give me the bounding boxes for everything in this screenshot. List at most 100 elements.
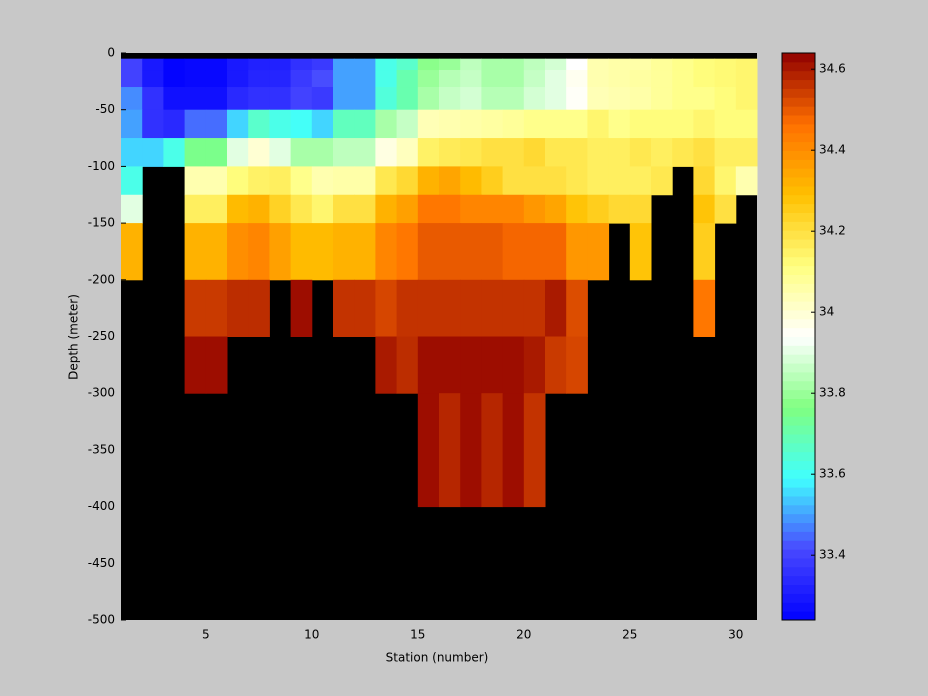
heat-cell	[481, 109, 504, 139]
heat-cell	[417, 166, 440, 196]
heat-cell	[269, 166, 292, 196]
colorbar-band	[782, 540, 815, 550]
heat-cell	[375, 138, 398, 167]
heat-cell	[566, 223, 588, 281]
heat-cell	[311, 138, 334, 167]
heat-cell	[163, 138, 186, 167]
heat-cell	[481, 223, 504, 281]
heat-cell	[311, 70, 334, 88]
colorbar-band	[782, 230, 815, 240]
colorbar-band	[782, 265, 815, 275]
heat-cell	[184, 58, 207, 71]
colorbar-tick-label: 34.4	[819, 143, 846, 157]
heat-cell	[523, 166, 546, 196]
colorbar-band	[782, 495, 815, 506]
heat-cell	[735, 58, 758, 71]
heat-cell	[227, 223, 249, 281]
heat-cell	[439, 70, 461, 88]
heat-cell	[121, 194, 143, 224]
heat-cell	[417, 87, 440, 111]
heat-cell	[481, 194, 504, 224]
heat-cell	[290, 70, 313, 88]
heat-cell	[248, 279, 270, 337]
heat-cell	[439, 87, 461, 111]
heat-cell	[481, 70, 504, 88]
heat-cell	[311, 166, 334, 196]
heat-cell	[460, 70, 482, 88]
heat-cell	[121, 87, 143, 111]
heat-cell	[502, 194, 525, 224]
heat-cell	[269, 194, 292, 224]
heat-cell	[523, 138, 546, 167]
heat-cell	[566, 138, 588, 167]
heat-cell	[566, 336, 588, 394]
heat-cell	[693, 138, 716, 167]
heat-cell	[333, 87, 355, 111]
colorbar-band	[782, 292, 815, 302]
heat-cell	[545, 58, 567, 71]
colorbar-band	[782, 611, 815, 621]
colorbar-band	[782, 274, 815, 284]
heat-cell	[502, 223, 525, 281]
colorbar-band	[782, 177, 815, 187]
heat-cell	[375, 166, 398, 196]
heat-cell	[354, 87, 376, 111]
heat-cell	[311, 109, 334, 139]
heat-cell	[375, 336, 398, 394]
heat-cell	[417, 109, 440, 139]
heat-cell	[142, 138, 164, 167]
colorbar-band	[782, 575, 815, 586]
heat-cell	[333, 138, 355, 167]
heat-cell	[142, 70, 164, 88]
x-tick-label: 30	[728, 628, 743, 642]
colorbar-band	[782, 584, 815, 594]
heat-cell	[375, 70, 398, 88]
heat-cell	[142, 58, 164, 71]
heat-cell	[502, 279, 525, 337]
heat-cell	[354, 279, 376, 337]
heat-cell	[311, 223, 334, 281]
heat-cell	[375, 87, 398, 111]
heat-cell	[396, 336, 419, 394]
colorbar-band	[782, 513, 815, 524]
heat-cell	[587, 70, 610, 88]
heat-cell	[629, 138, 652, 167]
heat-cell	[735, 70, 758, 88]
heat-cell	[566, 194, 588, 224]
heat-cell	[417, 393, 440, 508]
heat-cell	[735, 138, 758, 167]
heat-cell	[439, 279, 461, 337]
heat-cell	[523, 393, 546, 508]
heat-cell	[566, 87, 588, 111]
heat-cell	[269, 223, 292, 281]
heat-cell	[227, 109, 249, 139]
heat-cell	[651, 138, 673, 167]
heat-cell	[290, 279, 313, 337]
colorbar-band	[782, 53, 815, 63]
heat-cell	[333, 194, 355, 224]
colorbar-band	[782, 150, 815, 160]
colorbar-band	[782, 185, 815, 196]
heat-cell	[672, 109, 694, 139]
heat-cell	[629, 70, 652, 88]
heat-cell	[311, 58, 334, 71]
heat-cell	[439, 138, 461, 167]
colorbar-band	[782, 212, 815, 222]
colorbar-band	[782, 132, 815, 143]
heat-cell	[333, 70, 355, 88]
heat-cell	[460, 166, 482, 196]
heat-cell	[333, 223, 355, 281]
heat-cell	[608, 194, 631, 224]
heat-cell	[481, 393, 504, 508]
heat-cell	[121, 166, 143, 196]
heat-cell	[205, 58, 228, 71]
heat-cell	[417, 58, 440, 71]
heat-cell	[248, 194, 270, 224]
heat-cell	[333, 279, 355, 337]
y-tick-label: -300	[88, 386, 115, 400]
heat-cell	[439, 166, 461, 196]
heat-cell	[651, 109, 673, 139]
heat-cell	[502, 166, 525, 196]
heat-cell	[396, 166, 419, 196]
heat-cell	[184, 138, 207, 167]
